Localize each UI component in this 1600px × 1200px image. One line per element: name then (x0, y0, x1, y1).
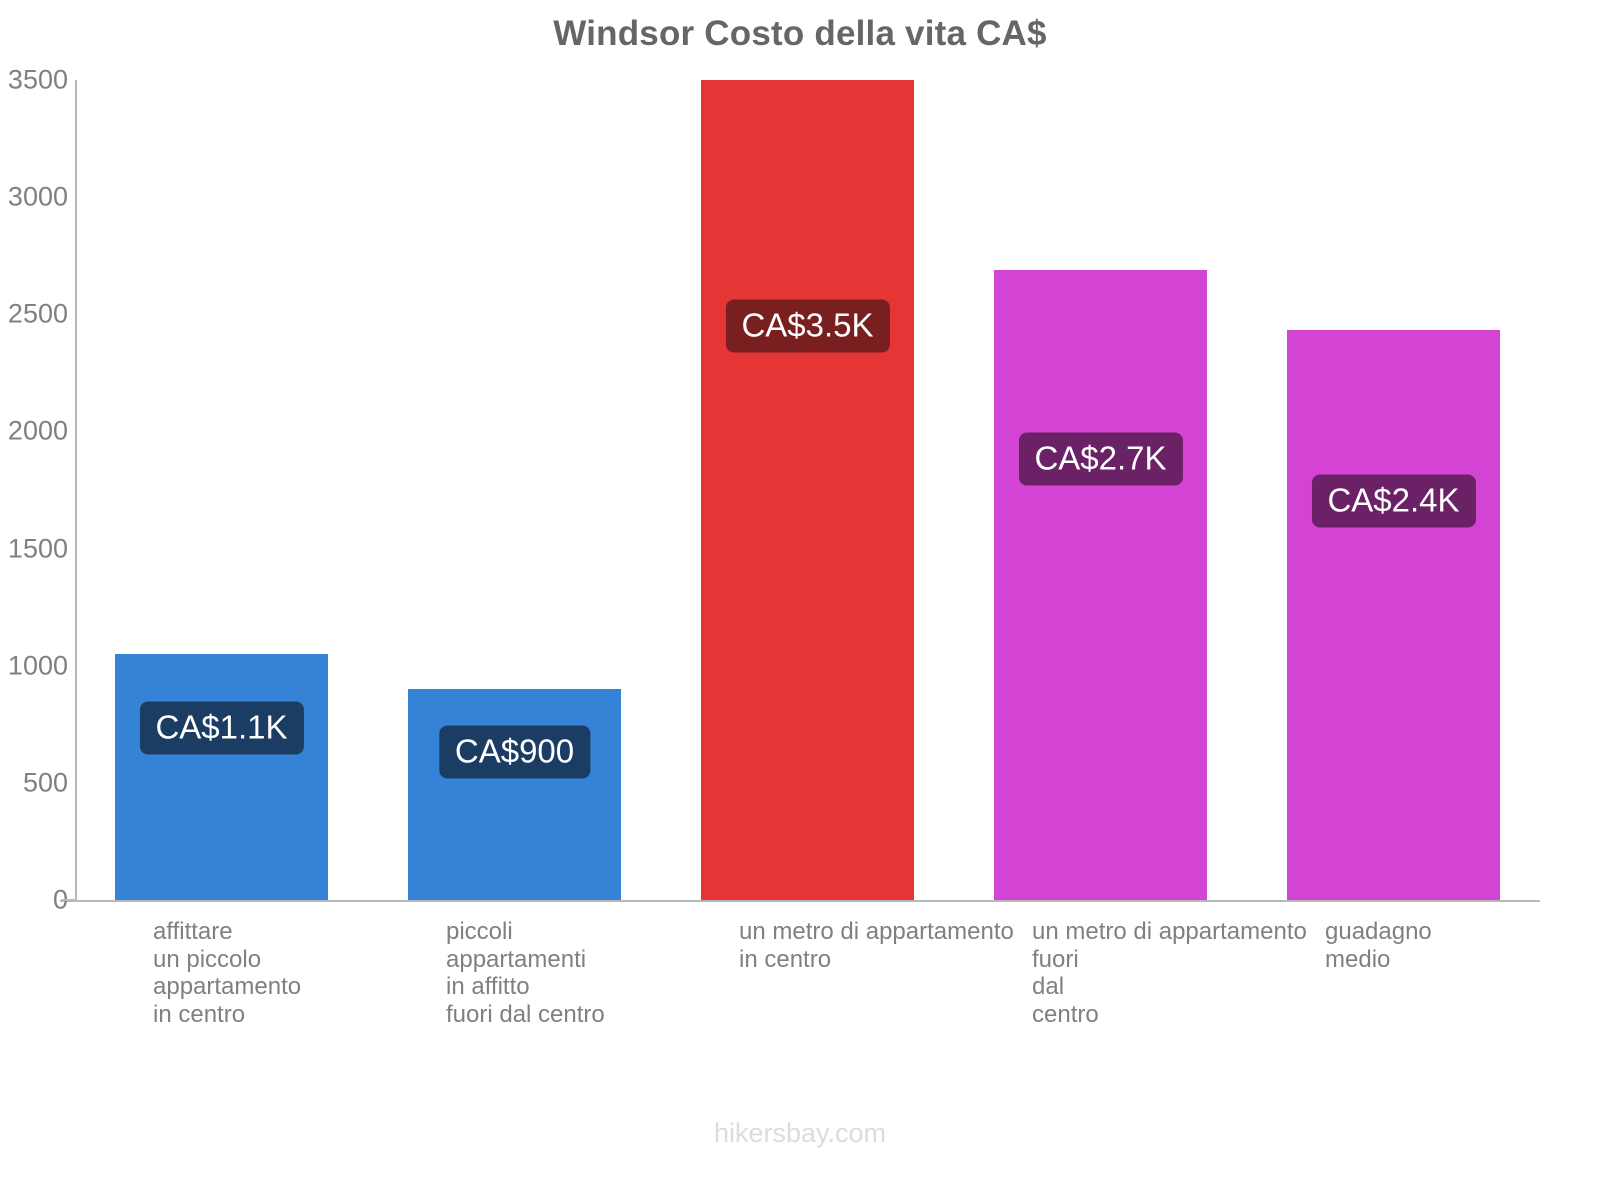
x-axis-category-label: affittare un piccolo appartamento in cen… (153, 918, 302, 1028)
y-axis-tick-label: 3500 (7, 64, 68, 95)
y-axis-tick-mark (61, 899, 75, 901)
x-axis-line (60, 900, 1540, 902)
bar[interactable] (408, 689, 621, 900)
bar-value-label: CA$900 (438, 725, 591, 779)
y-axis-tick-label: 0 (52, 884, 68, 915)
y-axis-tick-label: 2500 (7, 298, 68, 329)
bar[interactable] (115, 654, 328, 900)
x-axis-category-label: un metro di appartamento in centro (739, 918, 1014, 973)
bar-value-label: CA$3.5K (725, 299, 890, 353)
y-axis-line (75, 80, 77, 901)
y-axis-tick-label: 2000 (7, 415, 68, 446)
x-axis-category-label: un metro di appartamento fuori dal centr… (1032, 918, 1307, 1028)
bar-value-label: CA$1.1K (139, 701, 304, 755)
y-axis-tick-label: 1500 (7, 533, 68, 564)
y-axis-tick-label: 500 (22, 767, 68, 798)
bar-value-label: CA$2.4K (1311, 474, 1476, 528)
bar[interactable] (1287, 329, 1500, 900)
bar[interactable] (701, 80, 914, 900)
y-axis-tick-label: 1000 (7, 650, 68, 681)
plot-area: CA$1.1K CA$900 CA$3.5K CA$2.7K CA$2.4K (75, 80, 1540, 900)
x-axis-category-label: piccoli appartamenti in affitto fuori da… (446, 918, 605, 1028)
x-axis-category-label: guadagno medio (1325, 918, 1432, 973)
y-axis-tick-label: 3000 (7, 181, 68, 212)
footer-watermark: hikersbay.com (713, 1118, 887, 1148)
bar[interactable] (994, 269, 1207, 900)
bar-value-label: CA$2.7K (1018, 432, 1183, 486)
chart-title: Windsor Costo della vita CA$ (553, 14, 1047, 53)
